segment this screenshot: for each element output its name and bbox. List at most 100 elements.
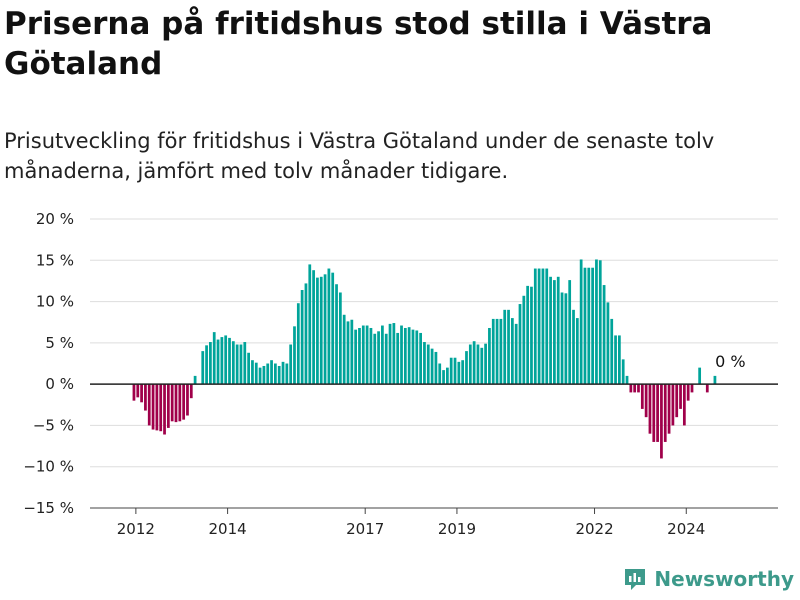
bar-2019-06 xyxy=(476,344,480,385)
y-tick-label: 5 % xyxy=(45,334,74,352)
y-tick-label: 0 % xyxy=(45,375,74,393)
bar-2012-07 xyxy=(159,384,163,432)
bar-2022-07 xyxy=(618,335,621,385)
bar-2017-05 xyxy=(381,325,384,385)
x-tick-label: 2024 xyxy=(667,520,705,538)
bar-2014-04 xyxy=(239,344,243,385)
bar-2017-11 xyxy=(403,327,407,385)
bar-2020-01 xyxy=(503,309,507,385)
bar-2021-12 xyxy=(591,267,594,385)
chart-title: Priserna på fritidshus stod stilla i Väs… xyxy=(4,6,713,82)
bar-2015-07 xyxy=(296,303,300,385)
bar-2015-10 xyxy=(308,264,312,385)
bar-2014-01 xyxy=(228,337,231,385)
bar-2024-06 xyxy=(705,384,709,393)
bar-2024-08 xyxy=(713,375,717,385)
brand-name: Newsworthy xyxy=(654,567,794,591)
bar-2013-02 xyxy=(186,384,189,416)
bar-2021-06 xyxy=(568,280,572,385)
x-tick-label: 2012 xyxy=(117,520,155,538)
bar-2021-08 xyxy=(575,318,579,385)
bar-2013-07 xyxy=(205,345,208,385)
bar-2016-02 xyxy=(323,274,327,385)
bar-2017-04 xyxy=(377,331,380,385)
bar-2017-09 xyxy=(396,332,400,385)
bar-2022-03 xyxy=(602,285,606,385)
bar-2020-10 xyxy=(537,268,541,385)
bar-2021-04 xyxy=(560,292,564,385)
bar-2022-09 xyxy=(625,375,629,385)
bar-2016-11 xyxy=(358,327,361,385)
bar-2021-05 xyxy=(564,293,568,385)
bar-2020-04 xyxy=(514,323,518,385)
y-tick-label: −15 % xyxy=(23,499,74,517)
x-tick-label: 2014 xyxy=(209,520,247,538)
bar-2017-01 xyxy=(365,325,369,385)
annotations: 0 % xyxy=(715,352,745,371)
bar-2012-08 xyxy=(163,384,166,435)
bar-2022-10 xyxy=(629,384,633,393)
bar-2016-08 xyxy=(346,321,350,385)
bar-2019-12 xyxy=(499,318,503,385)
bar-2018-05 xyxy=(426,344,430,385)
bar-2016-12 xyxy=(361,325,365,385)
x-tick-label: 2022 xyxy=(575,520,613,538)
bar-2018-12 xyxy=(453,357,457,385)
bar-2022-02 xyxy=(598,260,602,385)
bar-2018-06 xyxy=(430,348,434,385)
bar-2019-07 xyxy=(480,347,484,385)
bar-2014-03 xyxy=(235,344,239,385)
bar-2017-10 xyxy=(400,325,403,385)
bar-2023-03 xyxy=(648,384,652,434)
bar-2011-12 xyxy=(132,384,136,401)
bar-2013-12 xyxy=(224,335,228,385)
bar-2019-11 xyxy=(495,318,499,385)
bar-2012-10 xyxy=(170,384,174,422)
bar-2022-08 xyxy=(621,359,625,385)
bar-2020-08 xyxy=(530,286,533,385)
bar-2014-06 xyxy=(247,352,250,385)
bar-2012-06 xyxy=(155,384,159,431)
bar-2024-02 xyxy=(690,384,694,393)
bar-2018-08 xyxy=(438,363,442,385)
bar-2021-02 xyxy=(553,280,556,385)
bar-2017-06 xyxy=(384,333,388,385)
bar-2021-09 xyxy=(579,259,583,385)
bar-2017-12 xyxy=(407,327,411,385)
bar-2023-06 xyxy=(660,384,663,459)
bar-2022-06 xyxy=(614,335,617,385)
bar-2018-10 xyxy=(446,367,449,385)
bar-2013-03 xyxy=(189,384,193,399)
bar-2022-01 xyxy=(595,259,598,385)
bar-2021-07 xyxy=(572,309,575,385)
bar-2018-03 xyxy=(419,332,422,385)
bar-2017-08 xyxy=(392,323,396,385)
bar-2023-07 xyxy=(663,384,667,442)
axes: 20 % 15 % 10 % 5 % 0 % −5 % −10 % −15 % 2012 2014… xyxy=(23,210,778,538)
bar-2012-05 xyxy=(151,384,155,430)
bar-2016-03 xyxy=(327,268,331,385)
bar-2016-01 xyxy=(319,276,323,385)
bar-2024-01 xyxy=(686,384,690,401)
bar-2022-12 xyxy=(637,384,640,393)
bar-2022-11 xyxy=(633,384,637,393)
bar-2019-01 xyxy=(457,361,461,385)
chart-subtitle: Prisutveckling för fritidshus i Västra G… xyxy=(4,129,715,183)
bar-2014-05 xyxy=(243,342,247,385)
bar-2014-07 xyxy=(251,360,254,385)
bar-2013-11 xyxy=(220,337,224,385)
bar-2016-04 xyxy=(331,272,335,385)
y-tick-label: 10 % xyxy=(36,293,74,311)
bar-2022-05 xyxy=(610,318,614,385)
bar-2015-09 xyxy=(304,283,308,385)
bar-2013-01 xyxy=(182,384,186,420)
bar-2015-06 xyxy=(293,326,296,385)
bar-2014-10 xyxy=(262,365,266,385)
newsworthy-logo: Newsworthy xyxy=(622,564,794,594)
bar-2012-04 xyxy=(147,384,151,426)
last-value-label: 0 % xyxy=(715,352,745,371)
bar-2021-10 xyxy=(583,267,587,385)
y-tick-label: 20 % xyxy=(36,210,74,228)
bar-2015-04 xyxy=(285,363,289,385)
